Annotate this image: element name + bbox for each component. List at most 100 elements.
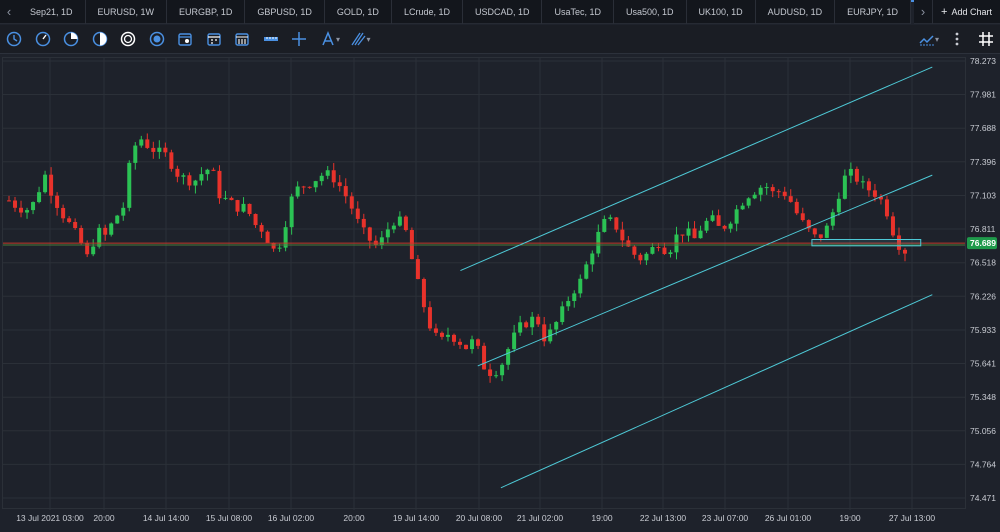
candle-body[interactable]	[458, 341, 463, 345]
candle-body[interactable]	[151, 147, 156, 152]
candle-body[interactable]	[686, 228, 691, 236]
tab-usa500-1d[interactable]: Usa500, 1D	[614, 0, 687, 24]
candle-body[interactable]	[31, 202, 36, 211]
chevron-down-icon[interactable]: ▾	[366, 34, 371, 44]
candle-body[interactable]	[451, 334, 456, 342]
candle-body[interactable]	[343, 186, 348, 197]
candle-body[interactable]	[55, 195, 60, 208]
candle-body[interactable]	[85, 243, 90, 255]
candle-body[interactable]	[903, 249, 907, 254]
candle-body[interactable]	[403, 216, 408, 231]
candle-body[interactable]	[445, 334, 450, 337]
candle-body[interactable]	[187, 175, 192, 186]
candle-body[interactable]	[277, 247, 282, 249]
tab-uk100-1d[interactable]: UK100, 1D	[687, 0, 756, 24]
candle-body[interactable]	[91, 246, 96, 255]
calendar-icon[interactable]	[171, 25, 200, 54]
candle-body[interactable]	[482, 345, 487, 370]
candle-body[interactable]	[223, 197, 228, 199]
candle-body[interactable]	[25, 210, 30, 213]
candle-body[interactable]	[211, 169, 216, 171]
chevron-down-icon[interactable]: ▾	[934, 34, 939, 44]
candle-body[interactable]	[313, 181, 318, 188]
candle-body[interactable]	[770, 187, 775, 192]
candle-body[interactable]	[355, 208, 360, 219]
tab-lcrude-1d[interactable]: LCrude, 1D	[392, 0, 463, 24]
candle-body[interactable]	[716, 215, 721, 226]
candle-body[interactable]	[554, 322, 559, 330]
candle-body[interactable]	[728, 223, 733, 229]
candle-body[interactable]	[319, 175, 324, 182]
candle-body[interactable]	[139, 139, 144, 146]
tab-eurusd-1w[interactable]: EURUSD, 1W	[86, 0, 168, 24]
candle-body[interactable]	[97, 227, 102, 247]
candle-body[interactable]	[19, 207, 24, 213]
candle-body[interactable]	[710, 215, 715, 221]
clock-icon[interactable]	[0, 25, 29, 54]
candle-body[interactable]	[842, 175, 847, 199]
candle-body[interactable]	[488, 369, 493, 376]
support-zone[interactable]	[811, 239, 922, 247]
candle-body[interactable]	[127, 162, 132, 208]
candle-body[interactable]	[169, 152, 174, 169]
candle-body[interactable]	[662, 247, 667, 255]
candle-body[interactable]	[494, 375, 499, 377]
record-icon[interactable]	[143, 25, 172, 54]
candle-body[interactable]	[854, 168, 859, 182]
add-chart-button[interactable]: + Add Chart	[932, 0, 1000, 24]
candle-body[interactable]	[530, 316, 535, 328]
candle-body[interactable]	[740, 205, 745, 210]
candle-body[interactable]	[61, 207, 66, 219]
candle-body[interactable]	[782, 191, 787, 197]
candle-body[interactable]	[746, 198, 751, 206]
candle-body[interactable]	[241, 203, 246, 212]
candle-body[interactable]	[385, 229, 390, 238]
pen-icon[interactable]	[314, 25, 343, 54]
candle-body[interactable]	[818, 234, 823, 238]
target-icon[interactable]	[114, 25, 143, 54]
candle-body[interactable]	[848, 168, 853, 176]
candle-body[interactable]	[704, 220, 709, 231]
scroll-right-icon[interactable]: ›	[920, 4, 926, 19]
candle-body[interactable]	[572, 293, 577, 302]
candle-body[interactable]	[181, 175, 186, 177]
candle-body[interactable]	[470, 339, 475, 350]
candle-body[interactable]	[103, 227, 108, 235]
candle-body[interactable]	[632, 246, 637, 255]
tab-eurgbp-1d[interactable]: EURGBP, 1D	[167, 0, 246, 24]
candle-body[interactable]	[247, 203, 252, 214]
candle-body[interactable]	[500, 364, 505, 376]
ruler-icon[interactable]	[257, 25, 286, 54]
pie-icon[interactable]	[57, 25, 86, 54]
candle-body[interactable]	[824, 225, 829, 238]
channel-line[interactable]	[500, 294, 933, 489]
candle-body[interactable]	[421, 279, 426, 308]
candle-body[interactable]	[866, 181, 871, 191]
candle-body[interactable]	[884, 199, 889, 217]
candle-body[interactable]	[698, 230, 703, 239]
fibonacci-icon[interactable]	[344, 25, 373, 54]
scroll-left-icon[interactable]: ‹	[6, 4, 12, 19]
candle-body[interactable]	[79, 227, 84, 244]
candle-body[interactable]	[193, 180, 198, 186]
candle-body[interactable]	[7, 200, 11, 202]
calendar-grid-icon[interactable]	[228, 25, 257, 54]
candle-body[interactable]	[367, 227, 372, 241]
candle-body[interactable]	[301, 186, 306, 188]
candle-body[interactable]	[379, 237, 384, 246]
candle-body[interactable]	[506, 349, 511, 365]
crosshair-icon[interactable]	[285, 25, 314, 54]
candle-body[interactable]	[115, 215, 120, 224]
calendar-alt-icon[interactable]	[200, 25, 229, 54]
candle-body[interactable]	[427, 307, 432, 329]
candle-body[interactable]	[578, 278, 583, 294]
tab-gbpusd-1d[interactable]: GBPUSD, 1D	[245, 0, 325, 24]
candle-body[interactable]	[175, 168, 180, 177]
candle-body[interactable]	[860, 181, 865, 183]
candle-body[interactable]	[295, 186, 300, 197]
candle-body[interactable]	[133, 145, 138, 163]
candle-body[interactable]	[536, 316, 541, 325]
candle-body[interactable]	[830, 212, 835, 226]
candle-body[interactable]	[668, 252, 673, 255]
candle-body[interactable]	[836, 198, 841, 213]
